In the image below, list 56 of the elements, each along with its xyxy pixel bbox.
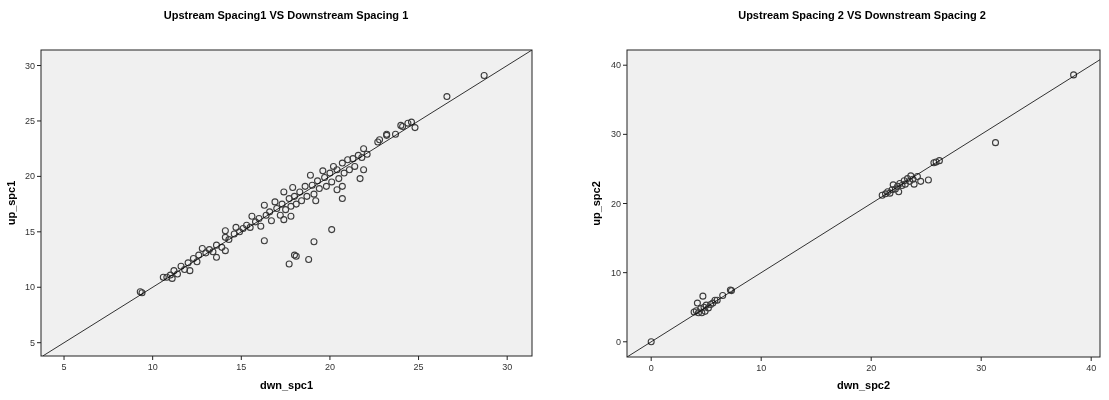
point — [647, 338, 655, 346]
point — [907, 172, 915, 180]
chart-title: Upstream Spacing 2 VS Downstream Spacing 2 — [738, 9, 986, 21]
point — [719, 291, 727, 299]
x-tick-label: 10 — [147, 362, 158, 372]
y-tick-label: 10 — [24, 282, 35, 293]
point — [698, 309, 706, 317]
point — [917, 177, 925, 185]
point — [891, 185, 899, 193]
y-tick-label: 0 — [615, 336, 621, 347]
x-tick-label: 30 — [502, 362, 513, 372]
y-tick-label: 30 — [24, 60, 35, 71]
y-tick-label: 10 — [610, 267, 621, 278]
point — [924, 176, 932, 184]
x-tick-label: 20 — [866, 363, 877, 373]
y-tick-label: 15 — [24, 226, 35, 237]
y-axis-title: up_spc2 — [590, 181, 602, 226]
y-tick-label: 20 — [610, 198, 621, 209]
point — [991, 139, 1000, 147]
point — [704, 304, 712, 312]
point — [894, 182, 902, 190]
y-tick-label: 40 — [610, 60, 621, 71]
point — [910, 180, 918, 188]
point — [913, 173, 921, 181]
x-tick-label: 5 — [61, 362, 67, 372]
point — [896, 179, 904, 187]
y-tick-label: 25 — [24, 115, 35, 126]
x-tick-label: 20 — [324, 362, 335, 372]
x-tick-label: 0 — [648, 363, 654, 373]
point — [693, 299, 701, 307]
y-tick-label: 20 — [24, 171, 35, 182]
point — [878, 191, 886, 199]
point — [900, 177, 908, 185]
point — [906, 177, 914, 185]
point — [903, 175, 912, 183]
x-axis-title: dwn_spc1 — [259, 379, 314, 391]
point — [1070, 71, 1078, 79]
point — [694, 309, 703, 317]
point — [701, 307, 709, 315]
x-tick-label: 30 — [976, 363, 987, 373]
y-tick-label: 5 — [29, 337, 35, 348]
chart-title: Upstream Spacing1 VS Downstream Spacing 1 — [163, 9, 409, 21]
point — [888, 186, 896, 194]
y-axis-title: up_spc1 — [5, 180, 17, 226]
point — [909, 175, 917, 183]
y-tick-label: 30 — [610, 129, 621, 140]
point — [889, 181, 897, 189]
point — [699, 292, 707, 300]
point — [898, 181, 906, 190]
x-tick-label: 25 — [413, 362, 424, 372]
point — [895, 188, 903, 196]
x-tick-label: 15 — [236, 362, 247, 372]
x-tick-label: 40 — [1086, 363, 1097, 373]
point — [881, 190, 890, 198]
x-axis-title: dwn_spc2 — [836, 379, 891, 391]
x-tick-label: 10 — [756, 363, 767, 373]
